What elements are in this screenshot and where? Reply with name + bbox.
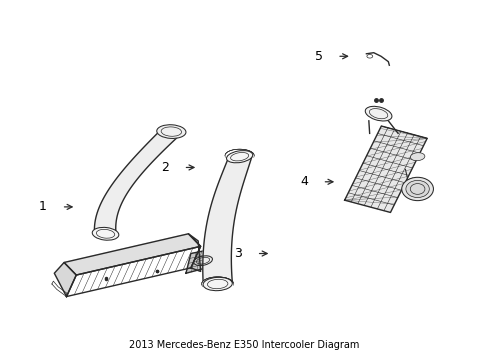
Text: 1: 1 (39, 201, 47, 213)
Ellipse shape (409, 153, 424, 161)
Text: 2013 Mercedes-Benz E350 Intercooler Diagram: 2013 Mercedes-Benz E350 Intercooler Diag… (129, 340, 359, 350)
Polygon shape (94, 132, 183, 235)
Polygon shape (188, 234, 200, 271)
Ellipse shape (365, 106, 391, 121)
Polygon shape (64, 234, 200, 275)
Text: 3: 3 (234, 247, 242, 260)
Text: 4: 4 (300, 175, 307, 188)
Ellipse shape (401, 177, 432, 201)
Ellipse shape (157, 125, 185, 139)
Polygon shape (185, 248, 217, 273)
Ellipse shape (405, 180, 428, 198)
Polygon shape (344, 126, 427, 212)
Polygon shape (203, 157, 251, 282)
Ellipse shape (226, 150, 252, 163)
Text: 5: 5 (314, 50, 322, 63)
Ellipse shape (203, 277, 232, 291)
Ellipse shape (92, 228, 119, 240)
Text: 2: 2 (161, 161, 168, 174)
Polygon shape (54, 262, 76, 297)
